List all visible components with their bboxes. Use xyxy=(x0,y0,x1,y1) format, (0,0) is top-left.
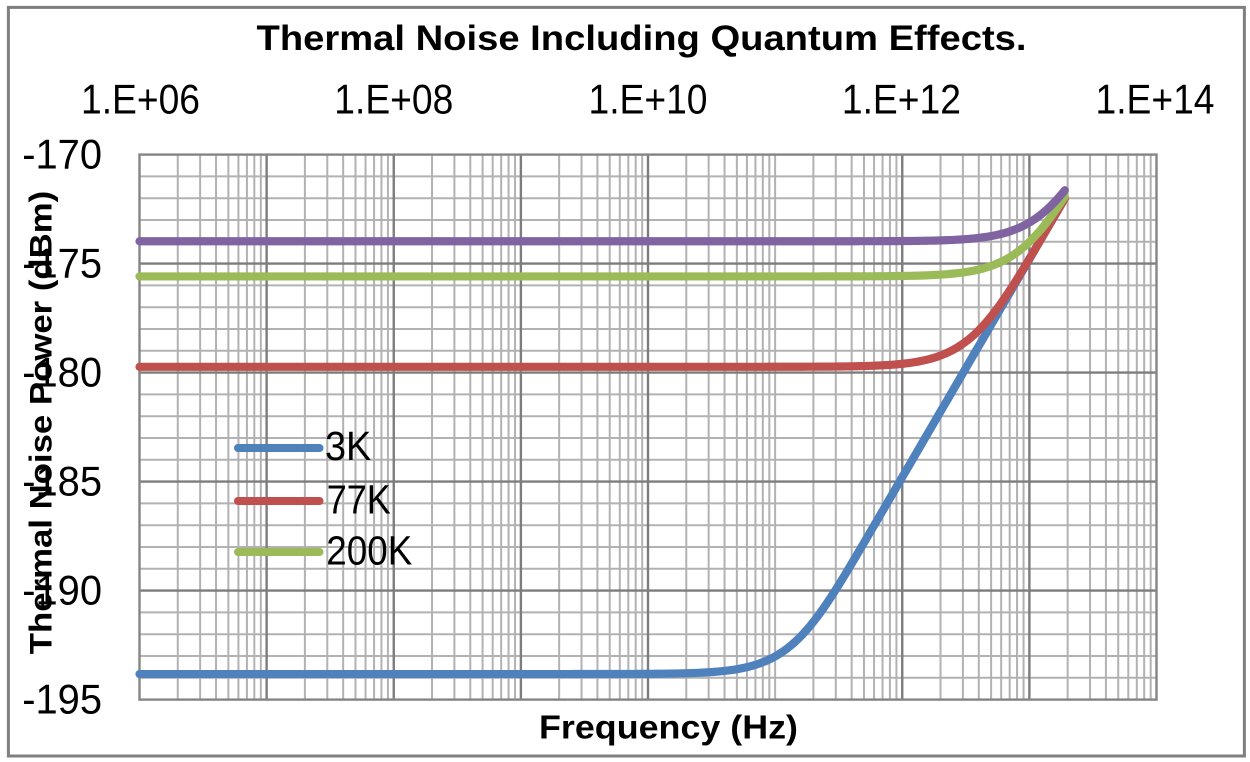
svg-text:-195: -195 xyxy=(22,675,102,722)
svg-text:-190: -190 xyxy=(22,566,102,613)
svg-text:1.E+06: 1.E+06 xyxy=(81,76,200,123)
svg-text:-180: -180 xyxy=(22,348,102,395)
svg-text:77K: 77K xyxy=(327,477,391,523)
svg-text:Thermal Noise Including Quantu: Thermal Noise Including Quantum Effects. xyxy=(257,19,1027,58)
svg-text:-185: -185 xyxy=(22,457,102,504)
svg-text:-170: -170 xyxy=(22,130,102,177)
svg-text:3K: 3K xyxy=(325,423,371,469)
svg-text:1.E+12: 1.E+12 xyxy=(842,76,961,123)
svg-text:Thermal Noise Power (dBm): Thermal Noise Power (dBm) xyxy=(23,191,59,655)
svg-text:1.E+08: 1.E+08 xyxy=(334,76,453,123)
svg-text:Frequency (Hz): Frequency (Hz) xyxy=(539,709,798,746)
svg-text:-175: -175 xyxy=(22,239,102,286)
svg-text:1.E+10: 1.E+10 xyxy=(589,76,708,123)
svg-text:200K: 200K xyxy=(326,528,412,574)
svg-text:1.E+14: 1.E+14 xyxy=(1096,76,1215,123)
